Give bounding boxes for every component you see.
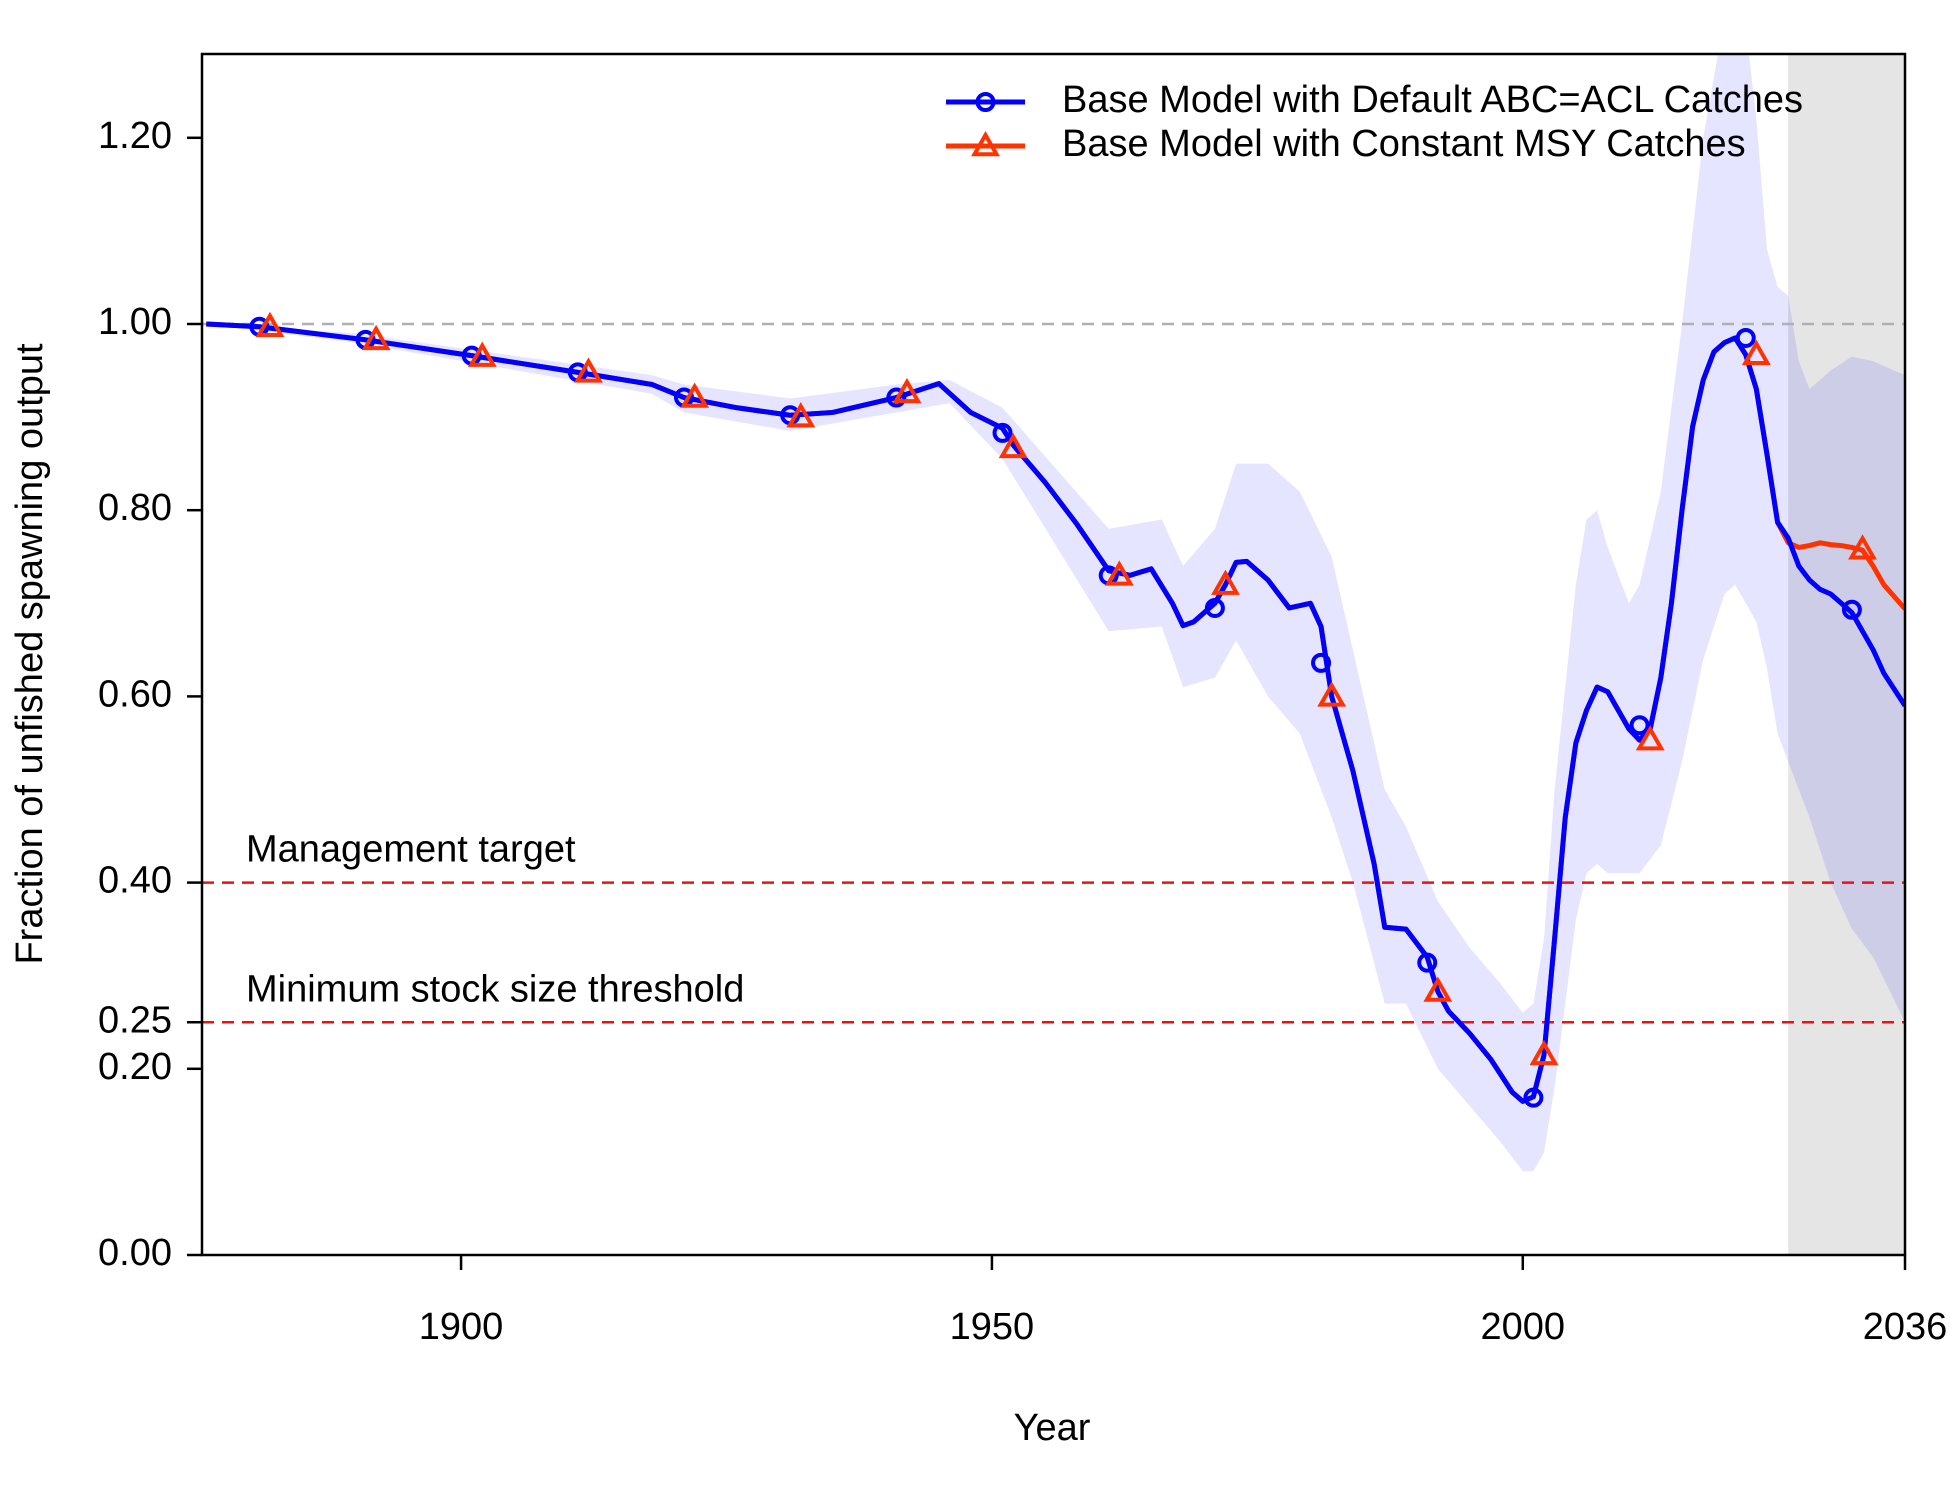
marker — [1523, 1087, 1544, 1108]
marker — [975, 92, 996, 112]
marker — [892, 377, 922, 404]
legend-label: Base Model with Constant MSY Catches — [1062, 123, 1746, 165]
y-tick-label: 0.20 — [98, 1046, 172, 1088]
y-tick-label: 0.40 — [98, 860, 172, 902]
marker — [1841, 599, 1862, 620]
marker — [1104, 560, 1134, 586]
plot-frame — [200, 52, 1907, 1257]
x-tick-label: 1950 — [950, 1306, 1035, 1348]
marker — [1529, 1039, 1559, 1066]
marker — [680, 382, 710, 408]
marker — [971, 130, 1000, 157]
reference-label: Minimum stock size threshold — [246, 968, 744, 1010]
marker — [992, 422, 1013, 443]
y-tick-label: 0.60 — [98, 673, 172, 715]
marker — [1204, 597, 1225, 618]
marker — [786, 402, 816, 428]
marker — [1417, 952, 1438, 973]
x-tick-label: 2000 — [1481, 1306, 1566, 1348]
marker — [886, 387, 907, 408]
marker — [1211, 569, 1240, 595]
marker — [1735, 327, 1756, 348]
marker — [361, 324, 391, 351]
reference-label: Management target — [246, 829, 576, 871]
y-tick-label: 1.00 — [98, 301, 172, 343]
y-tick-label: 0.80 — [98, 487, 172, 529]
y-tick-label: 1.20 — [98, 115, 172, 157]
marker — [1423, 976, 1453, 1002]
marker — [1741, 339, 1771, 365]
marker — [1635, 725, 1665, 751]
marker — [255, 311, 285, 338]
x-tick-label: 2036 — [1863, 1306, 1948, 1348]
x-axis-label: Year — [1014, 1407, 1091, 1449]
y-tick-label: 0.00 — [98, 1232, 172, 1274]
plot-area — [202, 54, 1905, 1255]
x-tick-label: 1900 — [419, 1306, 504, 1348]
marker — [1311, 652, 1332, 673]
marker — [467, 341, 497, 367]
y-tick-label: 0.25 — [98, 999, 172, 1041]
legend-label: Base Model with Default ABC=ACL Catches — [1062, 79, 1803, 121]
confidence-band — [206, 54, 1905, 1172]
marker — [1848, 534, 1877, 560]
marker — [1629, 715, 1650, 736]
marker — [998, 432, 1028, 459]
marker — [1317, 681, 1347, 707]
forecast-region — [1788, 54, 1905, 1255]
y-axis-label: Fraction of unfished spawning output — [9, 343, 51, 965]
overlay: Management target Minimum stock size thre… — [98, 52, 1948, 1348]
marker — [574, 357, 603, 383]
